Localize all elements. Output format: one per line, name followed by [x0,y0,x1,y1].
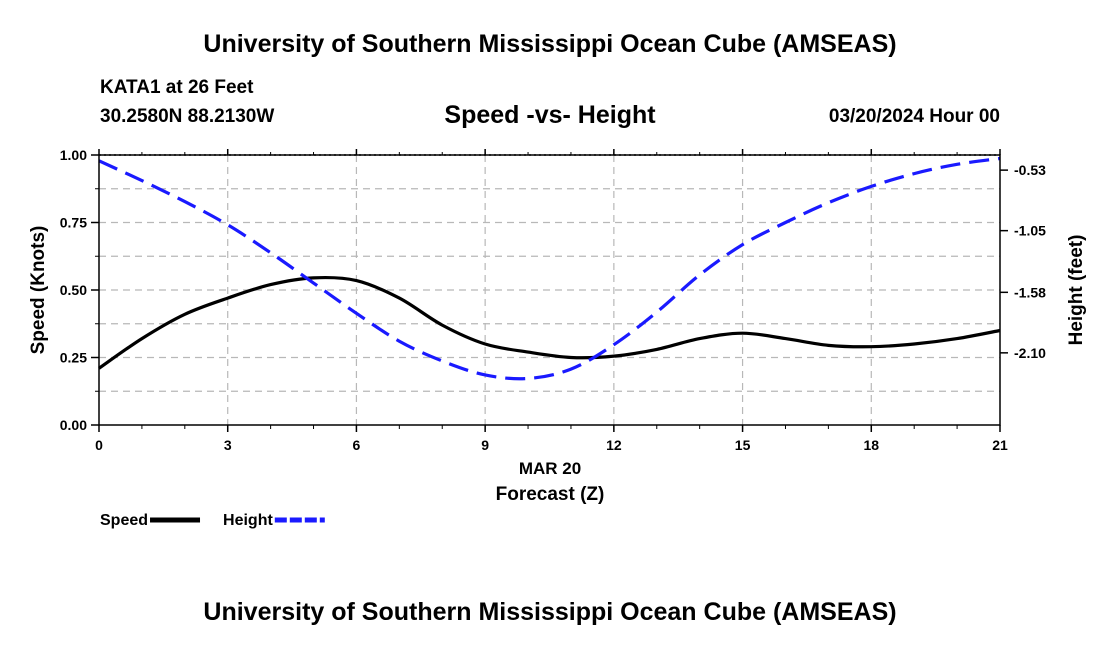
y-tick-label: 1.00 [60,147,87,163]
y-axis-label: Speed (Knots) [28,226,49,355]
chart-grid [99,155,1000,425]
x-tick-label: 6 [353,437,361,453]
x-sublabel: MAR 20 [519,459,581,478]
y-tick-label: 0.50 [60,282,87,298]
x-tick-label: 15 [735,437,751,453]
y-tick-label: 0.25 [60,350,87,366]
chart-legend: Speed Height [100,512,325,529]
x-tick-label: 12 [606,437,622,453]
x-tick-label: 3 [224,437,232,453]
x-tick-label: 0 [95,437,103,453]
y2-tick-label: -1.58 [1014,284,1046,300]
chart-subtitle: Speed -vs- Height [444,101,656,129]
station-label: KATA1 at 26 Feet [100,77,254,98]
y2-tick-label: -2.10 [1014,345,1046,361]
height-series-line [98,156,1001,381]
y2-tick-label: -1.05 [1014,223,1046,239]
y2-axis-label: Height (feet) [1066,235,1087,346]
x-tick-label: 21 [992,437,1008,453]
datetime-label: 03/20/2024 Hour 00 [828,106,1000,127]
x-tick-label: 9 [481,437,489,453]
legend-label-speed: Speed [100,512,148,529]
footer-title: University of Southern Mississippi Ocean… [203,598,897,626]
speed-series-line [98,275,1001,370]
y2-tick-label: -0.53 [1014,162,1046,178]
coordinates-label: 30.2580N 88.2130W [100,106,275,127]
x-tick-label: 18 [863,437,879,453]
chart-axes: 0 3 6 9 12 15 18 21 0.00 0.25 0.50 0.75 1.00 -0.53 -1.… [60,147,1046,453]
page-title: University of Southern Mississippi Ocean… [203,30,897,58]
y-tick-label: 0.00 [60,417,87,433]
y-tick-label: 0.75 [60,215,87,231]
series-layer [98,156,1001,381]
legend-label-height: Height [223,512,273,529]
x-axis-label: Forecast (Z) [496,484,605,505]
